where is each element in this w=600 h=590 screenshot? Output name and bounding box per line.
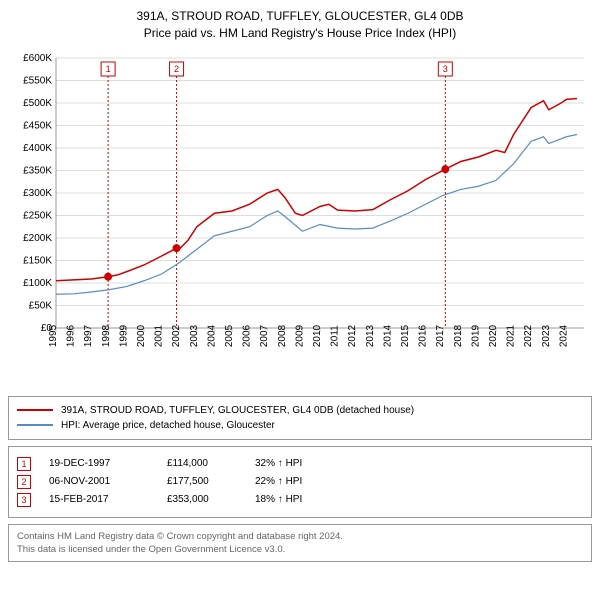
tx-price: £353,000: [167, 494, 237, 505]
legend-swatch-property: [17, 409, 53, 411]
tx-marker-icon: 3: [17, 493, 31, 507]
footer-line: Contains HM Land Registry data © Crown c…: [17, 530, 583, 543]
svg-text:2011: 2011: [330, 324, 341, 346]
transactions-box: 1 19-DEC-1997 £114,000 32% ↑ HPI 2 06-NO…: [8, 446, 592, 518]
svg-text:2007: 2007: [259, 324, 270, 347]
svg-text:2016: 2016: [418, 324, 429, 347]
legend-label-property: 391A, STROUD ROAD, TUFFLEY, GLOUCESTER, …: [61, 403, 414, 418]
tx-date: 15-FEB-2017: [49, 494, 149, 505]
tx-marker-icon: 2: [17, 475, 31, 489]
tx-price: £177,500: [167, 476, 237, 487]
legend-label-hpi: HPI: Average price, detached house, Glou…: [61, 418, 275, 433]
title-subtitle: Price paid vs. HM Land Registry's House …: [8, 25, 592, 42]
svg-text:1995: 1995: [48, 324, 59, 347]
transaction-row: 1 19-DEC-1997 £114,000 32% ↑ HPI: [17, 457, 583, 471]
svg-text:£550K: £550K: [23, 75, 52, 86]
svg-text:1: 1: [106, 64, 111, 74]
svg-text:3: 3: [443, 64, 448, 74]
svg-text:£50K: £50K: [29, 300, 53, 311]
svg-text:2014: 2014: [382, 324, 393, 347]
svg-text:1999: 1999: [118, 324, 129, 347]
svg-text:2023: 2023: [541, 324, 552, 347]
svg-text:2018: 2018: [453, 324, 464, 347]
transaction-row: 2 06-NOV-2001 £177,500 22% ↑ HPI: [17, 475, 583, 489]
legend: 391A, STROUD ROAD, TUFFLEY, GLOUCESTER, …: [8, 396, 592, 440]
tx-date: 19-DEC-1997: [49, 458, 149, 469]
svg-text:£100K: £100K: [23, 278, 52, 289]
legend-item-property: 391A, STROUD ROAD, TUFFLEY, GLOUCESTER, …: [17, 403, 583, 418]
svg-text:£450K: £450K: [23, 120, 52, 131]
tx-marker-icon: 1: [17, 457, 31, 471]
tx-pct: 22% ↑ HPI: [255, 476, 345, 487]
svg-text:2010: 2010: [312, 324, 323, 347]
svg-text:£150K: £150K: [23, 255, 52, 266]
svg-text:2004: 2004: [206, 324, 217, 347]
svg-text:£500K: £500K: [23, 98, 52, 109]
svg-text:2021: 2021: [506, 324, 517, 347]
legend-swatch-hpi: [17, 424, 53, 426]
svg-text:2024: 2024: [558, 324, 569, 347]
tx-price: £114,000: [167, 458, 237, 469]
tx-date: 06-NOV-2001: [49, 476, 149, 487]
svg-text:2009: 2009: [294, 324, 305, 347]
svg-text:2019: 2019: [470, 324, 481, 347]
footer-line: This data is licensed under the Open Gov…: [17, 543, 583, 556]
svg-text:2012: 2012: [347, 324, 358, 347]
svg-text:£300K: £300K: [23, 188, 52, 199]
svg-text:2013: 2013: [365, 324, 376, 347]
svg-text:2006: 2006: [242, 324, 253, 347]
svg-text:2015: 2015: [400, 324, 411, 347]
chart-svg: £0£50K£100K£150K£200K£250K£300K£350K£400…: [8, 50, 592, 390]
svg-text:£350K: £350K: [23, 165, 52, 176]
svg-text:£600K: £600K: [23, 53, 52, 64]
svg-text:£400K: £400K: [23, 143, 52, 154]
tx-pct: 32% ↑ HPI: [255, 458, 345, 469]
svg-text:2003: 2003: [189, 324, 200, 347]
svg-text:£200K: £200K: [23, 233, 52, 244]
svg-text:2017: 2017: [435, 324, 446, 347]
chart-title-block: 391A, STROUD ROAD, TUFFLEY, GLOUCESTER, …: [8, 8, 592, 42]
svg-text:£250K: £250K: [23, 210, 52, 221]
svg-text:2000: 2000: [136, 324, 147, 347]
svg-text:1998: 1998: [101, 324, 112, 347]
svg-text:2020: 2020: [488, 324, 499, 347]
svg-text:1997: 1997: [83, 324, 94, 347]
svg-text:1996: 1996: [66, 324, 77, 347]
tx-pct: 18% ↑ HPI: [255, 494, 345, 505]
title-address: 391A, STROUD ROAD, TUFFLEY, GLOUCESTER, …: [8, 8, 592, 25]
svg-text:2005: 2005: [224, 324, 235, 347]
svg-text:2008: 2008: [277, 324, 288, 347]
transaction-row: 3 15-FEB-2017 £353,000 18% ↑ HPI: [17, 493, 583, 507]
svg-text:2: 2: [174, 64, 179, 74]
svg-text:2022: 2022: [523, 324, 534, 347]
svg-text:2002: 2002: [171, 324, 182, 347]
footer-attribution: Contains HM Land Registry data © Crown c…: [8, 524, 592, 563]
legend-item-hpi: HPI: Average price, detached house, Glou…: [17, 418, 583, 433]
chart-area: £0£50K£100K£150K£200K£250K£300K£350K£400…: [8, 50, 592, 390]
svg-text:2001: 2001: [154, 324, 165, 347]
